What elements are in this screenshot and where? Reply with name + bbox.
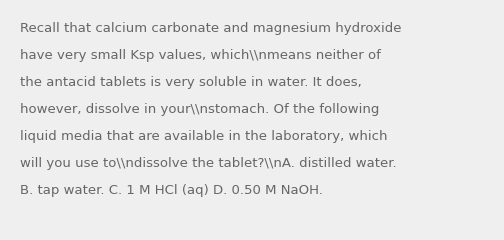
Text: have very small Ksp values, which\\nmeans neither of: have very small Ksp values, which\\nmean… bbox=[20, 49, 381, 62]
Text: will you use to\\ndissolve the tablet?\\nA. distilled water.: will you use to\\ndissolve the tablet?\\… bbox=[20, 157, 397, 170]
Text: the antacid tablets is very soluble in water. It does,: the antacid tablets is very soluble in w… bbox=[20, 76, 362, 89]
Text: liquid media that are available in the laboratory, which: liquid media that are available in the l… bbox=[20, 130, 388, 143]
Text: B. tap water. C. 1 M HCl (aq) D. 0.50 M NaOH.: B. tap water. C. 1 M HCl (aq) D. 0.50 M … bbox=[20, 184, 323, 197]
Text: however, dissolve in your\\nstomach. Of the following: however, dissolve in your\\nstomach. Of … bbox=[20, 103, 380, 116]
Text: Recall that calcium carbonate and magnesium hydroxide: Recall that calcium carbonate and magnes… bbox=[20, 22, 402, 35]
